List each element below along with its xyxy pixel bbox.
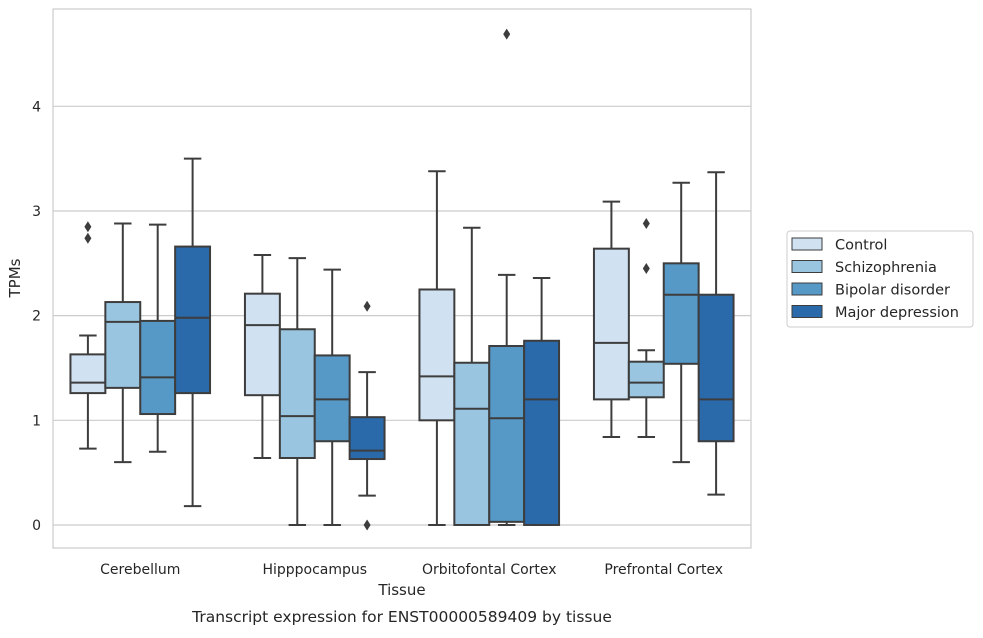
box-major-depression bbox=[348, 300, 386, 531]
outlier-point bbox=[642, 218, 650, 230]
box-body bbox=[278, 328, 316, 459]
box-control bbox=[243, 253, 281, 459]
box-body bbox=[313, 354, 351, 443]
box-body bbox=[174, 245, 212, 395]
box-body bbox=[523, 339, 561, 526]
box-body bbox=[697, 293, 735, 443]
x-tick-label: Cerebellum bbox=[100, 562, 180, 578]
outlier-point bbox=[363, 519, 371, 531]
x-tick-label: Orbitofontal Cortex bbox=[422, 562, 557, 578]
box-bipolar-disorder bbox=[662, 181, 700, 464]
box-body bbox=[243, 292, 281, 397]
legend-label: Bipolar disorder bbox=[835, 283, 950, 299]
box-body bbox=[592, 247, 630, 401]
boxes bbox=[69, 28, 735, 531]
box-control bbox=[69, 221, 107, 450]
chart-caption: Transcript expression for ENST0000058940… bbox=[191, 608, 612, 626]
box-body bbox=[418, 288, 456, 422]
x-tick-label: Hipppocampus bbox=[262, 562, 367, 578]
box-major-depression bbox=[523, 276, 561, 526]
outlier-point bbox=[363, 300, 371, 312]
plot-frame bbox=[52, 8, 752, 549]
box-bipolar-disorder bbox=[313, 268, 351, 526]
y-tick-labels: 0 1 2 3 4 bbox=[32, 99, 41, 534]
box-schizophrenia bbox=[278, 257, 316, 526]
box-body bbox=[104, 301, 142, 389]
box-control bbox=[592, 200, 630, 439]
box-schizophrenia bbox=[104, 222, 142, 464]
box-schizophrenia bbox=[627, 218, 665, 439]
x-tick-label: Prefrontal Cortex bbox=[604, 562, 723, 578]
box-bipolar-disorder bbox=[488, 28, 526, 526]
box-body bbox=[627, 360, 665, 399]
y-tick-label: 3 bbox=[32, 204, 41, 220]
legend-swatch bbox=[791, 237, 823, 251]
x-tick-labels: Cerebellum Hipppocampus Orbitofontal Corte… bbox=[100, 562, 723, 578]
legend: Control Schizophrenia Bipolar disorder Majo… bbox=[786, 230, 974, 328]
box-body bbox=[488, 345, 526, 523]
legend-frame bbox=[786, 230, 974, 328]
box-bipolar-disorder bbox=[139, 223, 177, 453]
y-tick-label: 4 bbox=[32, 99, 41, 115]
outlier-point bbox=[84, 232, 92, 244]
box-control bbox=[418, 170, 456, 526]
legend-label: Control bbox=[835, 238, 887, 254]
grid-lines bbox=[53, 105, 751, 526]
box-body bbox=[348, 416, 386, 461]
box-major-depression bbox=[697, 171, 735, 496]
legend-label: Major depression bbox=[835, 305, 959, 321]
box-body bbox=[662, 262, 700, 365]
box-body bbox=[453, 361, 491, 526]
x-axis-label: Tissue bbox=[377, 581, 425, 599]
legend-swatch bbox=[791, 260, 823, 273]
outlier-point bbox=[503, 28, 511, 40]
box-schizophrenia bbox=[453, 226, 491, 526]
y-tick-label: 0 bbox=[32, 518, 41, 534]
legend-label: Schizophrenia bbox=[835, 260, 937, 276]
box-body bbox=[139, 319, 177, 416]
legend-swatch bbox=[791, 282, 823, 296]
legend-swatch bbox=[791, 305, 823, 318]
y-tick-label: 2 bbox=[32, 309, 41, 325]
y-tick-label: 1 bbox=[32, 413, 41, 429]
y-axis-label: TPMs bbox=[6, 258, 24, 298]
outlier-point bbox=[84, 221, 92, 233]
outlier-point bbox=[642, 263, 650, 275]
box-body bbox=[69, 353, 107, 395]
box-major-depression bbox=[174, 157, 212, 508]
